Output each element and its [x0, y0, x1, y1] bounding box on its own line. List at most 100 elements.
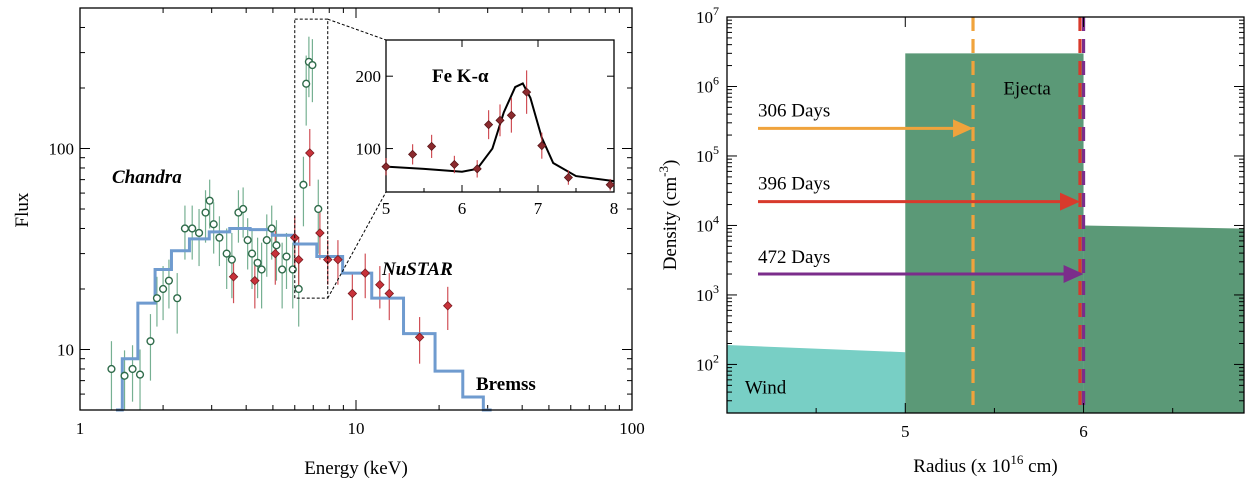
- marker-arrow-head-2: [1059, 192, 1080, 211]
- inset-chart: 5 6 7 8 100 200 Fe K-α: [327, 18, 619, 299]
- bremss-model-line: [115, 226, 492, 412]
- legend-bremss: Bremss: [476, 374, 536, 395]
- chandra-point: [209, 220, 218, 229]
- chandra-point: [272, 241, 281, 250]
- chandra-point: [215, 233, 224, 242]
- inset-point: [495, 115, 505, 125]
- right-y-tick-label: 102: [696, 351, 719, 374]
- inset-point: [537, 141, 547, 151]
- inset-point: [522, 87, 532, 97]
- inset-model-line: [385, 82, 615, 183]
- inset-point: [506, 110, 516, 120]
- chandra-point: [180, 224, 190, 233]
- y-tick-label: 10: [57, 340, 74, 359]
- legend-nustar: NuSTAR: [381, 259, 453, 280]
- chandra-point: [267, 224, 276, 233]
- label-sup: -3: [656, 166, 671, 177]
- label-part: Density (cm: [660, 177, 681, 271]
- tick-exponent: 7: [713, 4, 719, 18]
- inset-point: [449, 159, 459, 170]
- inset-x-tick-label: 5: [382, 199, 391, 218]
- chandra-point: [173, 294, 182, 303]
- chandra-point: [128, 364, 137, 374]
- label-part: Radius (x 10: [913, 456, 1010, 477]
- tick-exponent: 2: [713, 351, 719, 365]
- inset-x-tick-label: 8: [610, 199, 619, 218]
- nustar-point: [442, 301, 453, 311]
- tick-base: 10: [696, 77, 713, 96]
- chandra-point: [294, 284, 303, 294]
- nustar-point: [333, 254, 343, 265]
- marker-label-3: 472 Days: [758, 247, 830, 268]
- marker-label-1: 306 Days: [758, 101, 830, 122]
- nustar-point: [315, 228, 325, 238]
- chandra-point: [282, 252, 291, 261]
- region-ejecta: [905, 53, 1084, 413]
- region-outer: [1083, 225, 1244, 413]
- inset-point: [427, 141, 437, 151]
- right-x-tick-label: 6: [1079, 422, 1088, 441]
- region-label-ejecta: Ejecta: [1003, 78, 1051, 99]
- chandra-point: [158, 284, 168, 294]
- nustar-point: [250, 275, 260, 286]
- inset-point: [381, 162, 391, 172]
- zoom-connector: [327, 18, 387, 41]
- inset-x-tick-label: 7: [534, 199, 543, 218]
- label-sup: 16: [1010, 452, 1024, 467]
- nustar-point: [347, 288, 358, 299]
- marker-label-2: 396 Days: [758, 174, 830, 195]
- chandra-point: [194, 228, 204, 238]
- right-y-tick-label: 104: [696, 212, 719, 235]
- chandra-point: [257, 265, 266, 274]
- legend-chandra: Chandra: [112, 167, 182, 188]
- right-y-tick-label: 103: [696, 282, 719, 305]
- nustar-point: [228, 272, 239, 282]
- nustar-point: [384, 288, 395, 299]
- inset-point: [605, 180, 615, 190]
- chandra-point: [146, 337, 155, 346]
- x-tick-label: 1: [76, 419, 85, 438]
- x-tick-label: 100: [619, 419, 645, 438]
- nustar-point: [293, 254, 304, 265]
- nustar-point: [375, 279, 385, 290]
- chandra-point: [262, 236, 271, 245]
- nustar-point: [305, 148, 315, 158]
- chandra-point: [222, 249, 231, 258]
- right-y-tick-label: 107: [696, 4, 719, 27]
- region-label-wind: Wind: [745, 377, 787, 398]
- left-plot-frame: [79, 7, 633, 411]
- label-part: cm): [1023, 456, 1057, 477]
- nustar-point: [360, 268, 370, 278]
- inset-x-tick-label: 6: [458, 199, 467, 218]
- chandra-point: [152, 294, 162, 303]
- zoom-connector: [327, 191, 387, 299]
- tick-exponent: 6: [713, 73, 719, 87]
- tick-exponent: 4: [713, 212, 719, 226]
- inset-point: [484, 120, 494, 130]
- chandra-point: [201, 208, 210, 217]
- chandra-point: [308, 60, 317, 70]
- tick-base: 10: [696, 216, 713, 235]
- right-x-axis-label: Radius (x 1016 cm): [913, 452, 1057, 477]
- tick-exponent: 3: [713, 282, 719, 296]
- region-wind: [727, 345, 906, 413]
- right-y-tick-label: 105: [696, 143, 719, 166]
- chandra-point: [247, 249, 257, 258]
- chandra-point: [314, 204, 323, 214]
- tick-base: 10: [696, 286, 713, 305]
- inset-point: [408, 149, 418, 159]
- chandra-point: [253, 258, 262, 267]
- tick-base: 10: [696, 147, 713, 166]
- y-tick-label: 100: [49, 139, 75, 158]
- right-plot-frame: [726, 16, 1245, 414]
- chandra-point: [205, 196, 214, 205]
- marker-arrow-head-3: [1063, 265, 1084, 284]
- chandra-point: [278, 265, 287, 274]
- inset-point: [563, 172, 573, 183]
- tick-base: 10: [696, 8, 713, 27]
- chandra-point: [239, 204, 248, 214]
- x-tick-label: 10: [348, 419, 365, 438]
- right-x-tick-label: 5: [901, 422, 910, 441]
